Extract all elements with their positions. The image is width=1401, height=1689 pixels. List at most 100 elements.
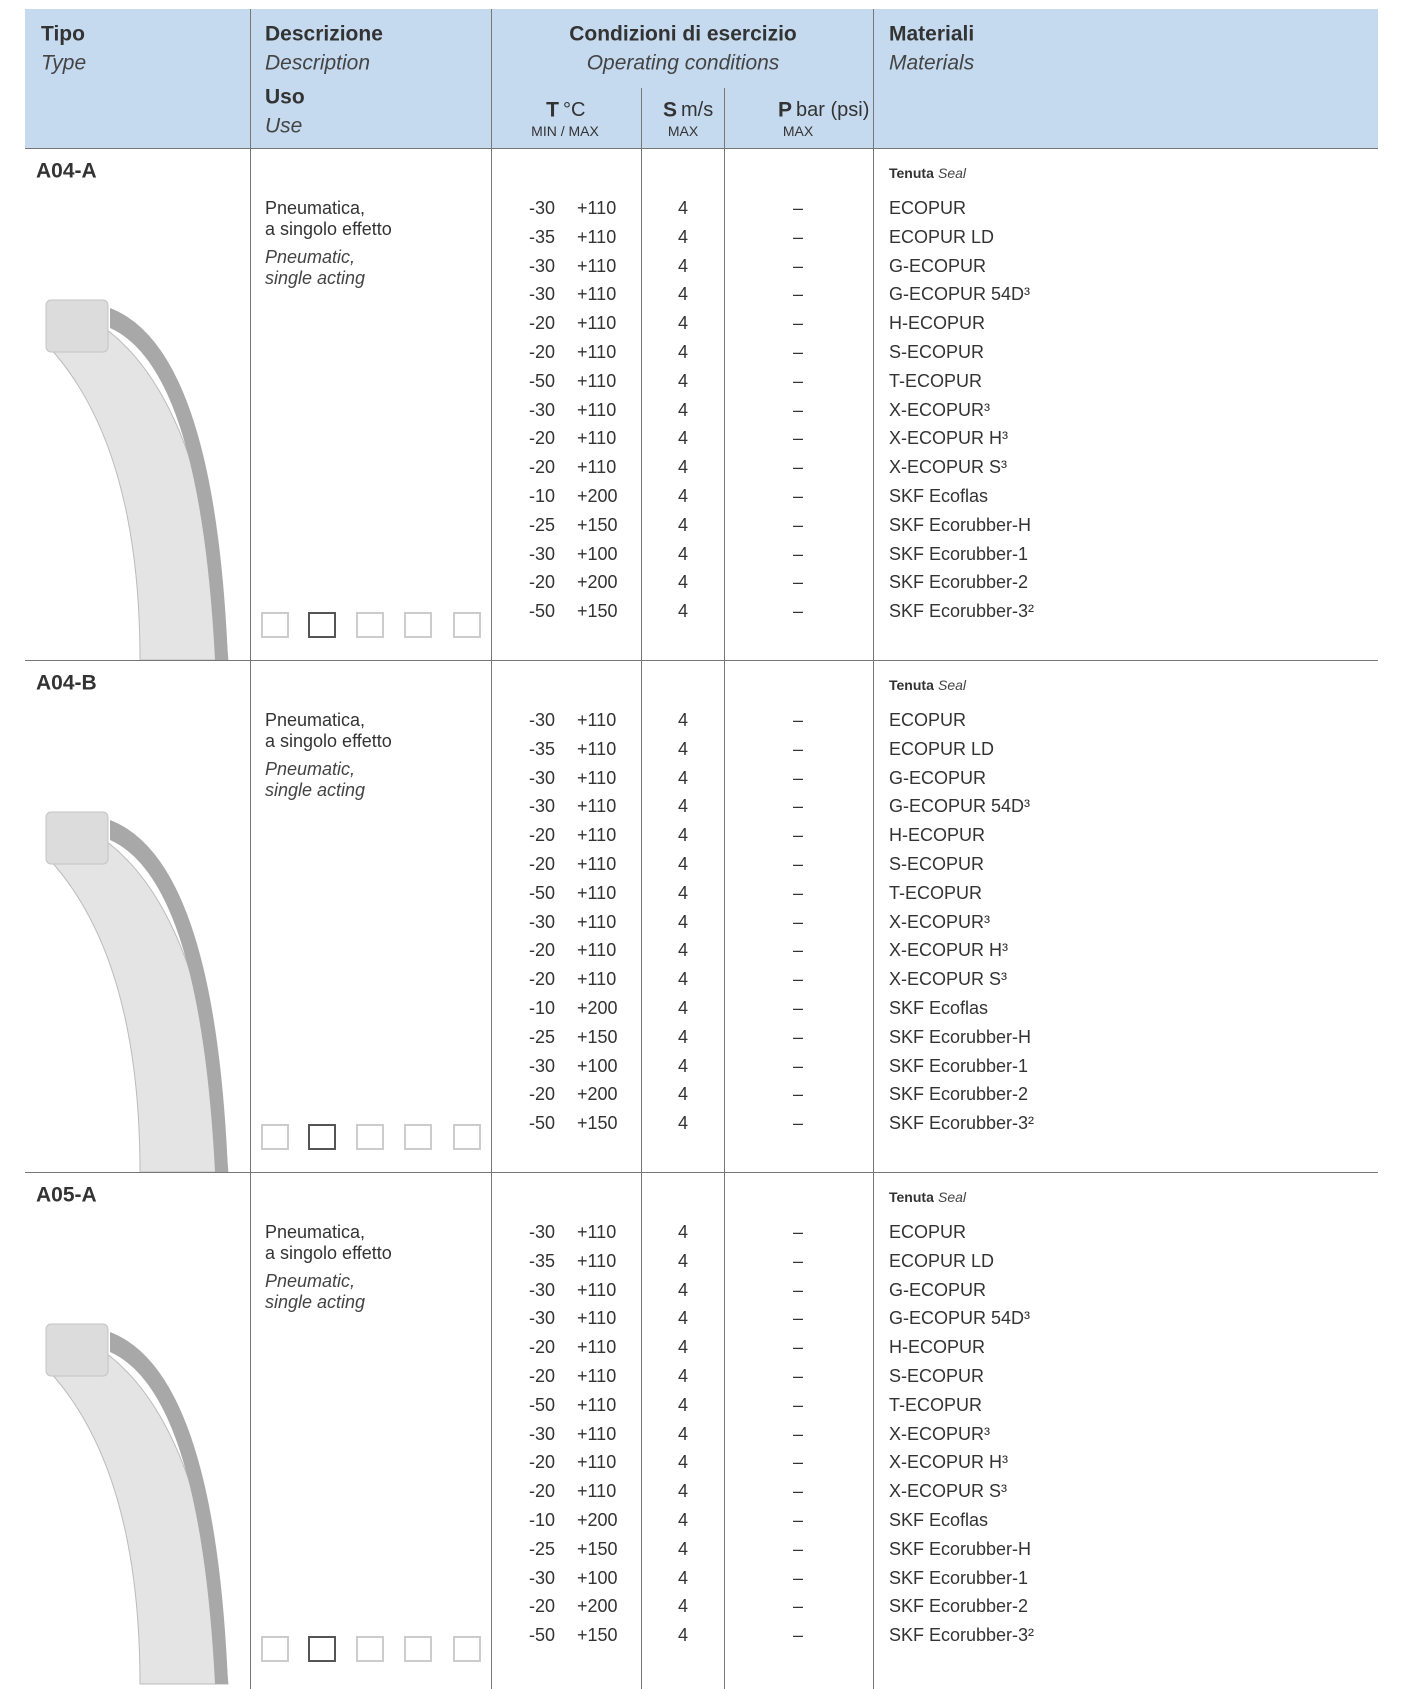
temp-min: -35 (528, 226, 555, 247)
pressure: – (792, 1423, 804, 1444)
speed: 4 (677, 1084, 689, 1105)
header-note: MAX (782, 123, 814, 139)
temp-min: -30 (528, 399, 555, 420)
temp-max: +200 (577, 572, 618, 593)
speed: 4 (677, 399, 689, 420)
temp-max: +110 (577, 428, 617, 449)
speed: 4 (677, 796, 689, 817)
pressure: – (792, 399, 804, 420)
temp-max: +150 (577, 1625, 618, 1646)
pressure: – (792, 457, 804, 478)
header-unit: °C (563, 99, 586, 121)
use-it: Pneumatica, (265, 1222, 366, 1242)
material: SKF Ecorubber-1 (889, 543, 1029, 564)
temp-min: -10 (528, 998, 555, 1018)
material: ECOPUR (889, 1222, 967, 1242)
temp-min: -30 (528, 911, 555, 932)
temp-min: -50 (528, 1625, 555, 1646)
column-line (491, 9, 492, 1689)
material: SKF Ecorubber-H (889, 1026, 1032, 1047)
temp-min: -20 (528, 1337, 555, 1358)
material: ECOPUR LD (889, 1250, 995, 1271)
temp-min: -50 (528, 1394, 555, 1415)
header-label: Tipo (41, 22, 85, 46)
header-note: MAX (667, 123, 699, 139)
temp-max: +110 (577, 370, 617, 391)
temp-min: -10 (528, 486, 555, 506)
temp-min: -20 (528, 1596, 555, 1617)
material: ECOPUR (889, 710, 967, 730)
speed: 4 (677, 1366, 689, 1386)
temp-min: -30 (528, 1308, 555, 1329)
speed: 4 (677, 998, 689, 1018)
temp-min: -20 (528, 342, 555, 362)
motion-icon (453, 1636, 481, 1662)
pressure: – (792, 226, 804, 247)
motion-icon (308, 1124, 336, 1150)
seal-label: Seal (938, 677, 967, 693)
seal-lip (110, 308, 228, 660)
speed: 4 (677, 1113, 689, 1134)
pressure: – (792, 1596, 804, 1617)
section-line (25, 660, 1378, 661)
temp-max: +110 (577, 882, 617, 903)
column-line (873, 9, 874, 1689)
speed: 4 (677, 854, 689, 874)
material: SKF Ecorubber-3² (889, 1113, 1035, 1134)
material: G-ECOPUR (889, 255, 987, 276)
pressure: – (792, 1337, 804, 1358)
speed: 4 (677, 284, 689, 305)
speed: 4 (677, 198, 689, 218)
motion-icon (453, 612, 481, 638)
temp-min: -25 (528, 514, 555, 535)
temp-max: +110 (577, 1394, 617, 1415)
pressure: – (792, 255, 804, 276)
material: T-ECOPUR (889, 882, 983, 903)
temp-max: +100 (577, 543, 618, 564)
use-en: Pneumatic, (265, 247, 356, 267)
pressure: – (792, 572, 804, 593)
temp-min: -20 (528, 457, 555, 478)
temp-min: -20 (528, 428, 555, 449)
temp-min: -20 (528, 854, 555, 874)
temp-min: -30 (528, 1423, 555, 1444)
header-symbol: P (777, 98, 792, 122)
material: SKF Ecorubber-2 (889, 572, 1029, 593)
motion-icon (356, 1636, 384, 1662)
use-it: a singolo effetto (265, 731, 392, 751)
motion-icon (308, 612, 336, 638)
temp-min: -30 (528, 198, 555, 218)
material: X-ECOPUR S³ (889, 457, 1008, 478)
speed: 4 (677, 601, 689, 622)
speed: 4 (677, 1026, 689, 1047)
speed: 4 (677, 1481, 689, 1502)
temp-min: -50 (528, 370, 555, 391)
material: SKF Ecoflas (889, 998, 989, 1018)
pressure: – (792, 543, 804, 564)
seal-label: Tenuta (889, 677, 934, 693)
speed: 4 (677, 1538, 689, 1559)
temp-min: -20 (528, 1366, 555, 1386)
header-label: Operating conditions (586, 51, 780, 75)
header-symbol: T (546, 98, 559, 122)
temp-max: +110 (577, 854, 617, 874)
motion-icon (308, 1636, 336, 1662)
pressure: – (792, 284, 804, 305)
use-it: Pneumatica, (265, 710, 366, 730)
temp-min: -50 (528, 882, 555, 903)
material: G-ECOPUR (889, 1279, 987, 1300)
material: S-ECOPUR (889, 1366, 985, 1386)
material: H-ECOPUR (889, 313, 986, 334)
seal-label: Tenuta (889, 165, 934, 181)
header-label: Condizioni di esercizio (569, 22, 797, 46)
temp-max: +200 (577, 486, 618, 506)
pressure: – (792, 940, 804, 961)
material: T-ECOPUR (889, 1394, 983, 1415)
section-line (25, 1172, 1378, 1173)
speed: 4 (677, 969, 689, 990)
material: SKF Ecorubber-H (889, 514, 1032, 535)
temp-max: +110 (577, 1250, 617, 1271)
temp-max: +110 (577, 969, 617, 990)
material: SKF Ecorubber-2 (889, 1596, 1029, 1617)
temp-min: -20 (528, 969, 555, 990)
